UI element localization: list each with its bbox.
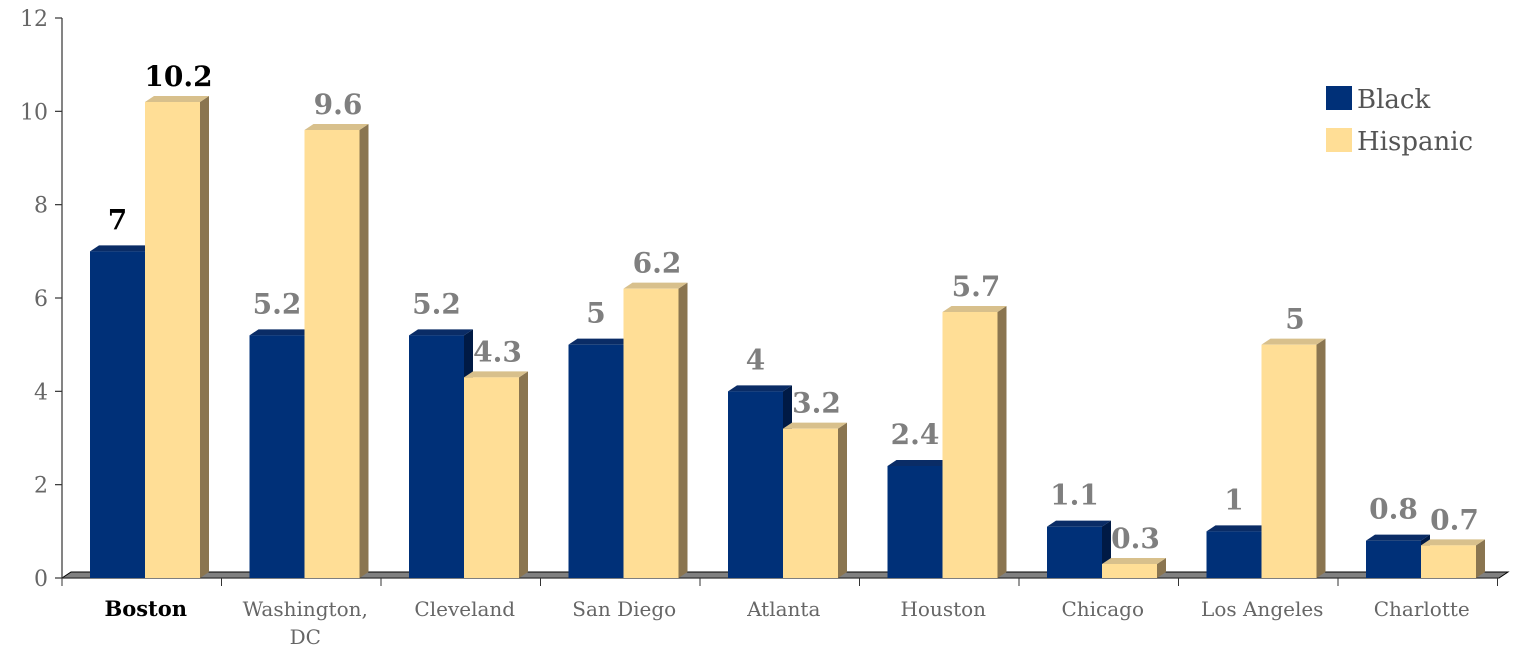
bar-hispanic: [1261, 344, 1317, 578]
bar-black: [90, 251, 145, 579]
y-tick-label: 2: [34, 474, 48, 499]
data-label-black: 7: [108, 203, 127, 236]
x-tick-label-line: Washington,: [243, 597, 368, 621]
data-label-hispanic: 3.2: [792, 387, 841, 420]
bar-hispanic: [304, 130, 360, 578]
y-tick-label: 12: [20, 7, 48, 32]
bar-hispanic-top: [304, 124, 369, 130]
y-tick-label: 6: [34, 287, 48, 312]
data-label-hispanic: 9.6: [314, 88, 363, 121]
data-label-hispanic: 4.3: [473, 335, 522, 368]
x-tick-label: San Diego: [572, 597, 676, 621]
y-tick-label: 0: [34, 567, 48, 592]
data-label-black: 4: [746, 343, 765, 376]
data-label-hispanic: 0.3: [1111, 522, 1160, 555]
bar-black-top: [90, 245, 154, 252]
bar-hispanic-top: [1421, 539, 1485, 546]
bar-hispanic: [464, 377, 519, 578]
y-tick-label: 4: [34, 380, 48, 405]
x-tick-label: Washington, DC: [243, 597, 368, 649]
bar-black: [1366, 540, 1421, 578]
bar-hispanic-side: [678, 282, 688, 578]
bar-hispanic-top: [464, 371, 528, 378]
bar-hispanic-side: [359, 124, 369, 578]
data-label-black: 5.2: [412, 287, 461, 320]
bar-black-top: [568, 338, 633, 345]
y-tick-label: 8: [34, 194, 48, 219]
bar-hispanic-top: [783, 422, 847, 429]
bar-hispanic-top: [942, 306, 1007, 312]
bar-black-top: [249, 329, 314, 336]
bar-hispanic-side: [1157, 558, 1166, 578]
data-label-hispanic: 6.2: [633, 247, 682, 280]
data-label-black: 1.1: [1050, 479, 1099, 512]
bar-hispanic-side: [1476, 539, 1485, 578]
bar-black: [1206, 531, 1262, 578]
bar-black-top: [1366, 534, 1430, 541]
bar-black: [887, 466, 943, 578]
bar-hispanic: [1421, 545, 1476, 578]
x-tick-label: Los Angeles: [1201, 597, 1323, 621]
bar-hispanic-top: [623, 282, 688, 289]
x-tick-label: Atlanta: [746, 597, 820, 621]
bar-hispanic-top: [1102, 558, 1166, 564]
bar-black: [249, 335, 305, 578]
data-label-black: 1: [1224, 483, 1243, 516]
bar-black: [728, 391, 783, 578]
bar-hispanic: [1102, 564, 1157, 578]
x-tick-label: Cleveland: [414, 597, 515, 621]
data-label-hispanic: 0.7: [1430, 503, 1479, 536]
bar-black: [568, 344, 624, 578]
bar-hispanic: [145, 102, 200, 578]
bar-hispanic-side: [997, 306, 1007, 578]
bar-hispanic: [783, 428, 838, 578]
y-tick-label: 10: [20, 100, 48, 125]
data-label-black: 5: [586, 297, 605, 330]
data-label-black: 0.8: [1369, 493, 1418, 526]
bar-hispanic-side: [1316, 338, 1326, 578]
x-tick-label: Charlotte: [1374, 597, 1470, 621]
data-label-hispanic: 5: [1285, 303, 1304, 336]
x-tick-label-line: DC: [290, 625, 321, 649]
bar-hispanic-top: [145, 96, 209, 102]
legend-black-swatch: [1326, 86, 1352, 110]
bar-black-top: [409, 329, 473, 336]
legend-black-label: Black: [1357, 85, 1430, 115]
x-tick-label: Houston: [900, 597, 986, 621]
bar-black: [1047, 526, 1102, 578]
bar-hispanic-side: [200, 96, 209, 578]
data-label-black: 5.2: [253, 287, 302, 320]
bar-black-top: [887, 460, 952, 466]
bar-hispanic: [942, 312, 998, 578]
data-label-black: 2.4: [891, 418, 940, 451]
bar-black-top: [1047, 520, 1111, 527]
bar-black-top: [728, 385, 792, 392]
bar-black: [409, 335, 464, 578]
legend-hispanic-swatch: [1326, 128, 1352, 152]
data-label-hispanic: 5.7: [952, 270, 1001, 303]
bar-black-top: [1206, 525, 1271, 532]
data-label-hispanic: 10.2: [144, 60, 212, 93]
bar-hispanic-side: [838, 422, 847, 578]
bar-hispanic: [623, 288, 679, 578]
bar-hispanic-side: [519, 371, 528, 578]
x-tick-label: Boston: [104, 596, 187, 621]
legend-hispanic-label: Hispanic: [1357, 127, 1473, 157]
x-tick-label: Chicago: [1061, 597, 1144, 621]
bar-hispanic-top: [1261, 338, 1326, 345]
